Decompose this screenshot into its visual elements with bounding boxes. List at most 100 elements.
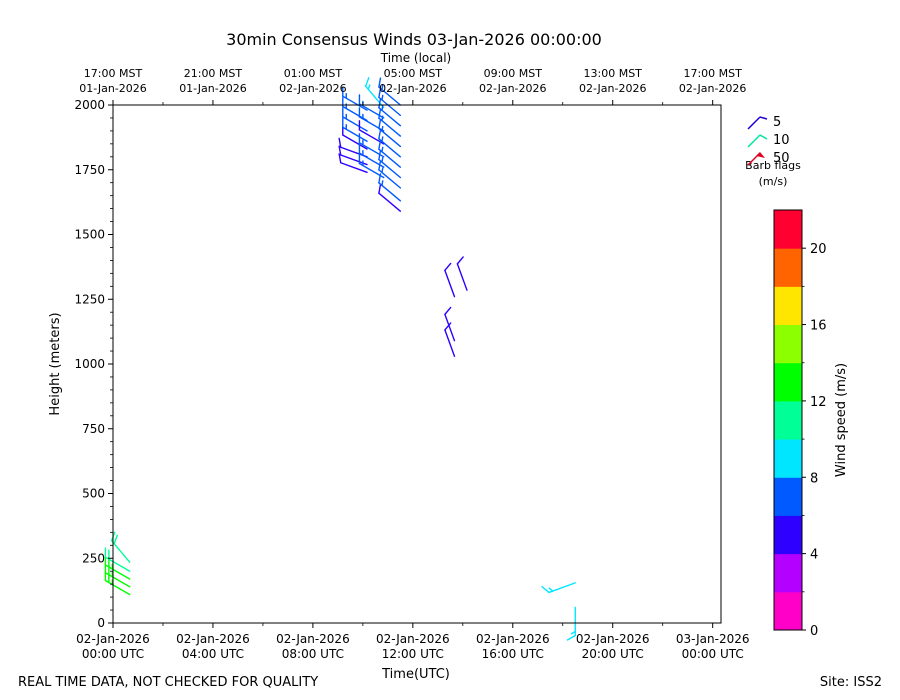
x-tick-date: 03-Jan-2026 — [676, 632, 750, 646]
top-tick-date: 02-Jan-2026 — [279, 82, 347, 95]
barb-feather — [566, 634, 576, 641]
barb-half-feather — [381, 115, 384, 122]
site-label: Site: ISS2 — [820, 675, 882, 690]
wind-barb — [444, 322, 456, 357]
x-tick-date: 02-Jan-2026 — [276, 632, 350, 646]
colorbar-segment — [774, 515, 802, 555]
axes: 0 250 500 750 1000 1250 1500 1750 2000 02-Jan-202… — [74, 67, 749, 661]
colorbar-tick-label: 4 — [810, 548, 818, 563]
colorbar-segment — [774, 477, 802, 516]
y-tick-label: 0 — [97, 616, 105, 630]
barb-legend-feather — [759, 116, 768, 120]
barb-feather — [444, 262, 452, 272]
barb-feather — [378, 118, 382, 130]
top-tick-date: 01-Jan-2026 — [179, 82, 247, 95]
barb-half-feather — [381, 180, 384, 187]
top-tick-time: 09:00 MST — [484, 67, 543, 80]
barb-legend-item: 5 — [747, 115, 781, 130]
barb-feather — [378, 173, 382, 184]
top-tick-time: 17:00 MST — [683, 67, 742, 80]
colorbar-segment — [774, 248, 802, 287]
barb-feather — [378, 129, 382, 140]
barb-half-feather — [381, 156, 384, 163]
wind-barb — [342, 86, 368, 111]
top-tick-time: 17:00 MST — [84, 67, 143, 80]
x-axis-label: Time(UTC) — [381, 667, 450, 682]
wind-barb — [342, 117, 368, 142]
y-tick-label: 500 — [82, 487, 105, 501]
wind-barb — [378, 108, 402, 137]
barb-legend-units: (m/s) — [759, 175, 788, 188]
wind-barb — [378, 139, 402, 168]
barb-legend-feather — [759, 134, 768, 140]
x-tick-time: 16:00 UTC — [482, 647, 544, 661]
barb-legend-item: 50 — [747, 151, 790, 166]
colorbar-segment — [774, 553, 802, 593]
colorbar-segment — [774, 591, 802, 631]
wind-barbs — [104, 76, 576, 641]
x-tick-date: 02-Jan-2026 — [576, 632, 650, 646]
barb-feather — [378, 139, 382, 150]
barb-half-feather — [381, 125, 384, 132]
x-tick-date: 02-Jan-2026 — [376, 632, 450, 646]
barb-half-feather — [367, 84, 371, 90]
x-tick-date: 02-Jan-2026 — [176, 632, 250, 646]
barb-shaft — [444, 329, 456, 357]
barb-feather — [338, 153, 342, 164]
wind-barb — [364, 76, 385, 109]
top-tick-time: 01:00 MST — [284, 67, 343, 80]
y-tick-label: 2000 — [74, 98, 105, 112]
wind-barb — [342, 107, 368, 132]
barb-feather — [113, 534, 119, 545]
y-tick-label: 1500 — [74, 228, 105, 242]
barb-half-feather — [548, 587, 554, 592]
x-tick-time: 08:00 UTC — [282, 647, 344, 661]
wind-barb — [444, 262, 456, 298]
barb-half-feather — [381, 94, 384, 101]
quality-disclaimer: REAL TIME DATA, NOT CHECKED FOR QUALITY — [18, 675, 318, 690]
chart-title: 30min Consensus Winds 03-Jan-2026 00:00:… — [226, 30, 602, 49]
barb-legend-label: 50 — [773, 151, 790, 166]
colorbar-segment — [774, 362, 802, 402]
x-tick-time: 20:00 UTC — [582, 647, 644, 661]
wind-barb — [378, 129, 402, 158]
barb-half-feather — [381, 84, 384, 91]
wind-barb — [378, 118, 402, 148]
barb-half-feather — [570, 630, 576, 635]
colorbar-tick-label: 20 — [810, 242, 827, 257]
barb-shaft — [456, 263, 468, 291]
barb-feather — [378, 98, 382, 109]
barb-shaft — [342, 134, 368, 150]
barb-feather — [444, 306, 452, 316]
top-tick-date: 02-Jan-2026 — [479, 82, 547, 95]
x-tick-date: 02-Jan-2026 — [76, 632, 150, 646]
wind-barb — [110, 531, 131, 563]
barb-half-feather — [381, 105, 384, 111]
barb-shaft — [444, 269, 456, 298]
barb-feather — [338, 137, 342, 148]
y-tick-label: 1250 — [74, 292, 105, 306]
top-tick-date: 01-Jan-2026 — [79, 82, 147, 95]
barb-feather — [378, 149, 382, 161]
colorbar-tick-label: 0 — [810, 624, 818, 639]
colorbar-tick-label: 12 — [810, 395, 827, 410]
y-tick-label: 1000 — [74, 357, 105, 371]
colorbar-segment — [774, 324, 802, 364]
colorbar-frame — [773, 209, 803, 631]
wind-barb — [378, 183, 402, 212]
barb-feather — [338, 145, 342, 156]
barb-legend-label: 5 — [773, 115, 781, 130]
wind-barb — [378, 173, 402, 202]
wind-barb — [444, 306, 456, 342]
barb-legend-shaft — [747, 134, 761, 148]
barb-half-feather — [381, 167, 384, 174]
colorbar-tick-label: 8 — [810, 471, 818, 486]
colorbar: Wind speed (m/s) 0 4 8 12 16 20 — [773, 209, 849, 639]
colorbar-segment — [774, 439, 802, 478]
colorbar-label: Wind speed (m/s) — [834, 363, 849, 477]
barb-feather — [444, 322, 452, 331]
colorbar-segment — [774, 400, 802, 440]
barb-legend: Barb flags (m/s) 5 10 50 — [745, 115, 801, 188]
wind-barb — [566, 606, 576, 641]
